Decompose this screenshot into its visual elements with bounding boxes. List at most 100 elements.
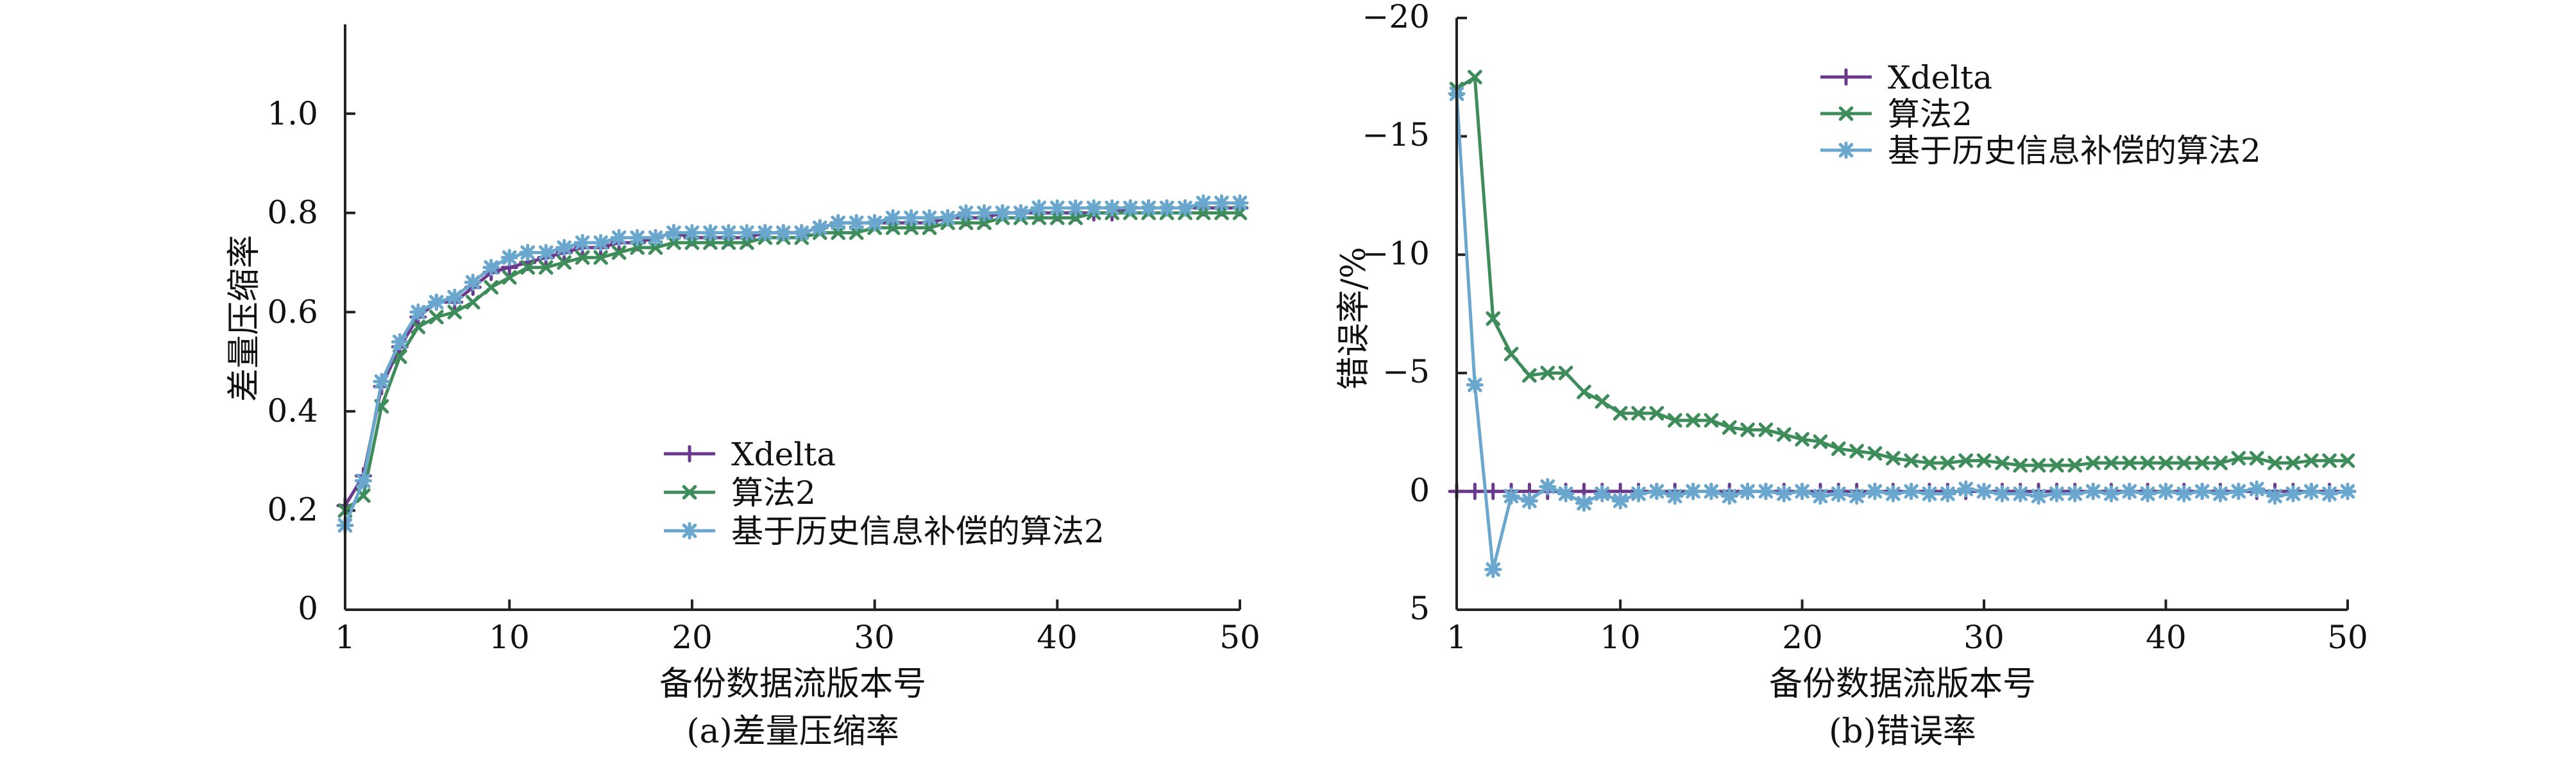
data-point-series-2 [1502, 487, 1520, 505]
data-point-series-2 [720, 224, 738, 242]
data-point-series-1 [520, 260, 535, 275]
data-point-series-1 [1704, 413, 1719, 428]
data-point-series-2 [555, 239, 573, 257]
data-point-series-2 [1213, 194, 1231, 212]
data-point-series-2 [866, 214, 884, 232]
data-point-series-2 [2339, 483, 2357, 501]
panel-b-x-axis-title: 备份数据流版本号 [1769, 665, 2036, 703]
data-point-series-2 [500, 248, 518, 266]
data-point-series-1 [484, 280, 499, 295]
data-point-series-2 [1757, 483, 1775, 501]
panel-b: −20 −15 −10 −5 0 5 1 10 20 30 40 50 错误率/… [1335, 0, 2368, 751]
legend-marker-algorithm2 [664, 485, 715, 500]
data-point-series-2 [1593, 485, 1611, 503]
data-point-series-2 [975, 204, 993, 222]
data-point-series-1 [575, 250, 590, 265]
legend-marker-compensated-algorithm2 [664, 522, 715, 540]
data-point-series-1 [831, 225, 845, 240]
data-point-series-1 [1849, 444, 1864, 459]
panel-a-y-tick-label: 0 [298, 590, 318, 627]
panel-a-x-tick-label: 1 [335, 619, 355, 656]
panel-b-legend: Xdelta 算法2 基于历史信息补偿的算法2 [1820, 59, 2261, 169]
data-point-series-1 [684, 235, 700, 250]
data-point-series-2 [1121, 199, 1139, 217]
data-point-series-1 [1904, 453, 1919, 468]
data-point-series-1 [666, 235, 681, 250]
data-point-series-2 [1067, 199, 1085, 217]
data-point-series-2 [1957, 480, 1975, 498]
data-point-series-1 [1995, 456, 2010, 470]
data-point-series-2 [610, 228, 628, 246]
data-point-series-1 [1976, 453, 1992, 468]
data-point-series-1 [904, 220, 919, 236]
data-point-series-1 [1776, 427, 1792, 442]
panel-b-caption: (b)错误率 [1829, 712, 1976, 751]
panel-a-x-tick-label: 10 [489, 619, 530, 656]
panel-a: 0 0.2 0.4 0.6 0.8 1.0 1 10 20 30 40 50 差… [225, 24, 1260, 751]
data-point-series-1 [922, 220, 937, 236]
data-point-series-1 [2322, 453, 2337, 468]
data-point-series-2 [1811, 487, 1829, 505]
data-point-series-2 [2047, 485, 2065, 503]
panel-a-caption: (a)差量压缩率 [686, 712, 899, 751]
legend-label-compensated-algorithm2: 基于历史信息补偿的算法2 [1888, 132, 2261, 169]
panel-b-y-tick-label: −20 [1362, 0, 1430, 35]
legend-label-xdelta: Xdelta [731, 436, 836, 473]
data-point-series-2 [2266, 487, 2284, 505]
panel-a-y-tick-label: 0.8 [267, 194, 318, 231]
data-point-series-2 [1575, 494, 1593, 512]
data-point-series-2 [409, 303, 427, 321]
data-point-series-1 [740, 235, 754, 250]
data-point-series-2 [592, 234, 610, 252]
legend-label-algorithm2: 算法2 [1888, 96, 1972, 133]
data-point-series-1 [429, 309, 444, 325]
data-point-series-1 [1667, 413, 1682, 428]
data-point-series-2 [1140, 199, 1158, 217]
data-point-series-2 [847, 214, 865, 232]
data-point-series-2 [519, 244, 537, 262]
data-point-series-1 [2140, 456, 2155, 470]
data-point-series-2 [1176, 199, 1194, 217]
data-point-series-1 [1595, 394, 1610, 409]
data-point-series-2 [1702, 483, 1720, 501]
data-point-series-1 [1631, 406, 1646, 421]
data-point-series-2 [1884, 485, 1902, 503]
legend-marker-algorithm2 [1820, 106, 1872, 121]
legend-label-compensated-algorithm2: 基于历史信息补偿的算法2 [731, 513, 1105, 550]
data-point-series-2 [1829, 485, 1847, 503]
data-point-series-2 [884, 209, 902, 227]
data-point-series-1 [593, 250, 608, 265]
legend-marker-xdelta [664, 445, 715, 463]
data-point-series-2 [2102, 485, 2120, 503]
data-point-series-2 [665, 224, 682, 242]
data-point-series-1 [721, 235, 736, 250]
data-point-series-2 [1648, 483, 1666, 501]
data-point-series-1 [411, 320, 426, 334]
panel-a-y-tick-label: 0.6 [267, 293, 318, 331]
data-point-series-2 [482, 259, 500, 277]
data-point-series-2 [1539, 478, 1557, 495]
data-point-series-2 [1684, 483, 1702, 501]
data-point-series-1 [502, 270, 517, 285]
data-point-series-1 [885, 220, 901, 236]
panel-a-x-ticks: 1 10 20 30 40 50 [335, 619, 1260, 656]
panel-a-x-tick-label: 50 [1219, 619, 1260, 656]
data-point-series-2 [1520, 492, 1538, 510]
data-point-series-2 [938, 209, 956, 227]
data-point-series-2 [1793, 483, 1811, 501]
data-point-series-1 [1758, 422, 1774, 438]
data-point-series-2 [573, 234, 591, 252]
data-point-series-1 [611, 245, 627, 260]
data-point-series-2 [1938, 485, 1956, 503]
data-point-series-2 [902, 209, 920, 227]
data-point-series-2 [1629, 485, 1647, 503]
data-point-series-1 [1649, 406, 1665, 421]
legend-marker-symbol [681, 522, 699, 540]
data-point-series-2 [957, 204, 975, 222]
data-point-series-2 [354, 472, 372, 490]
panel-a-y-tick-label: 0.4 [267, 392, 318, 429]
data-point-series-1 [557, 255, 572, 270]
data-point-series-2 [1194, 194, 1212, 212]
data-point-series-1 [1540, 365, 1555, 381]
panel-a-x-tick-label: 30 [854, 619, 895, 656]
